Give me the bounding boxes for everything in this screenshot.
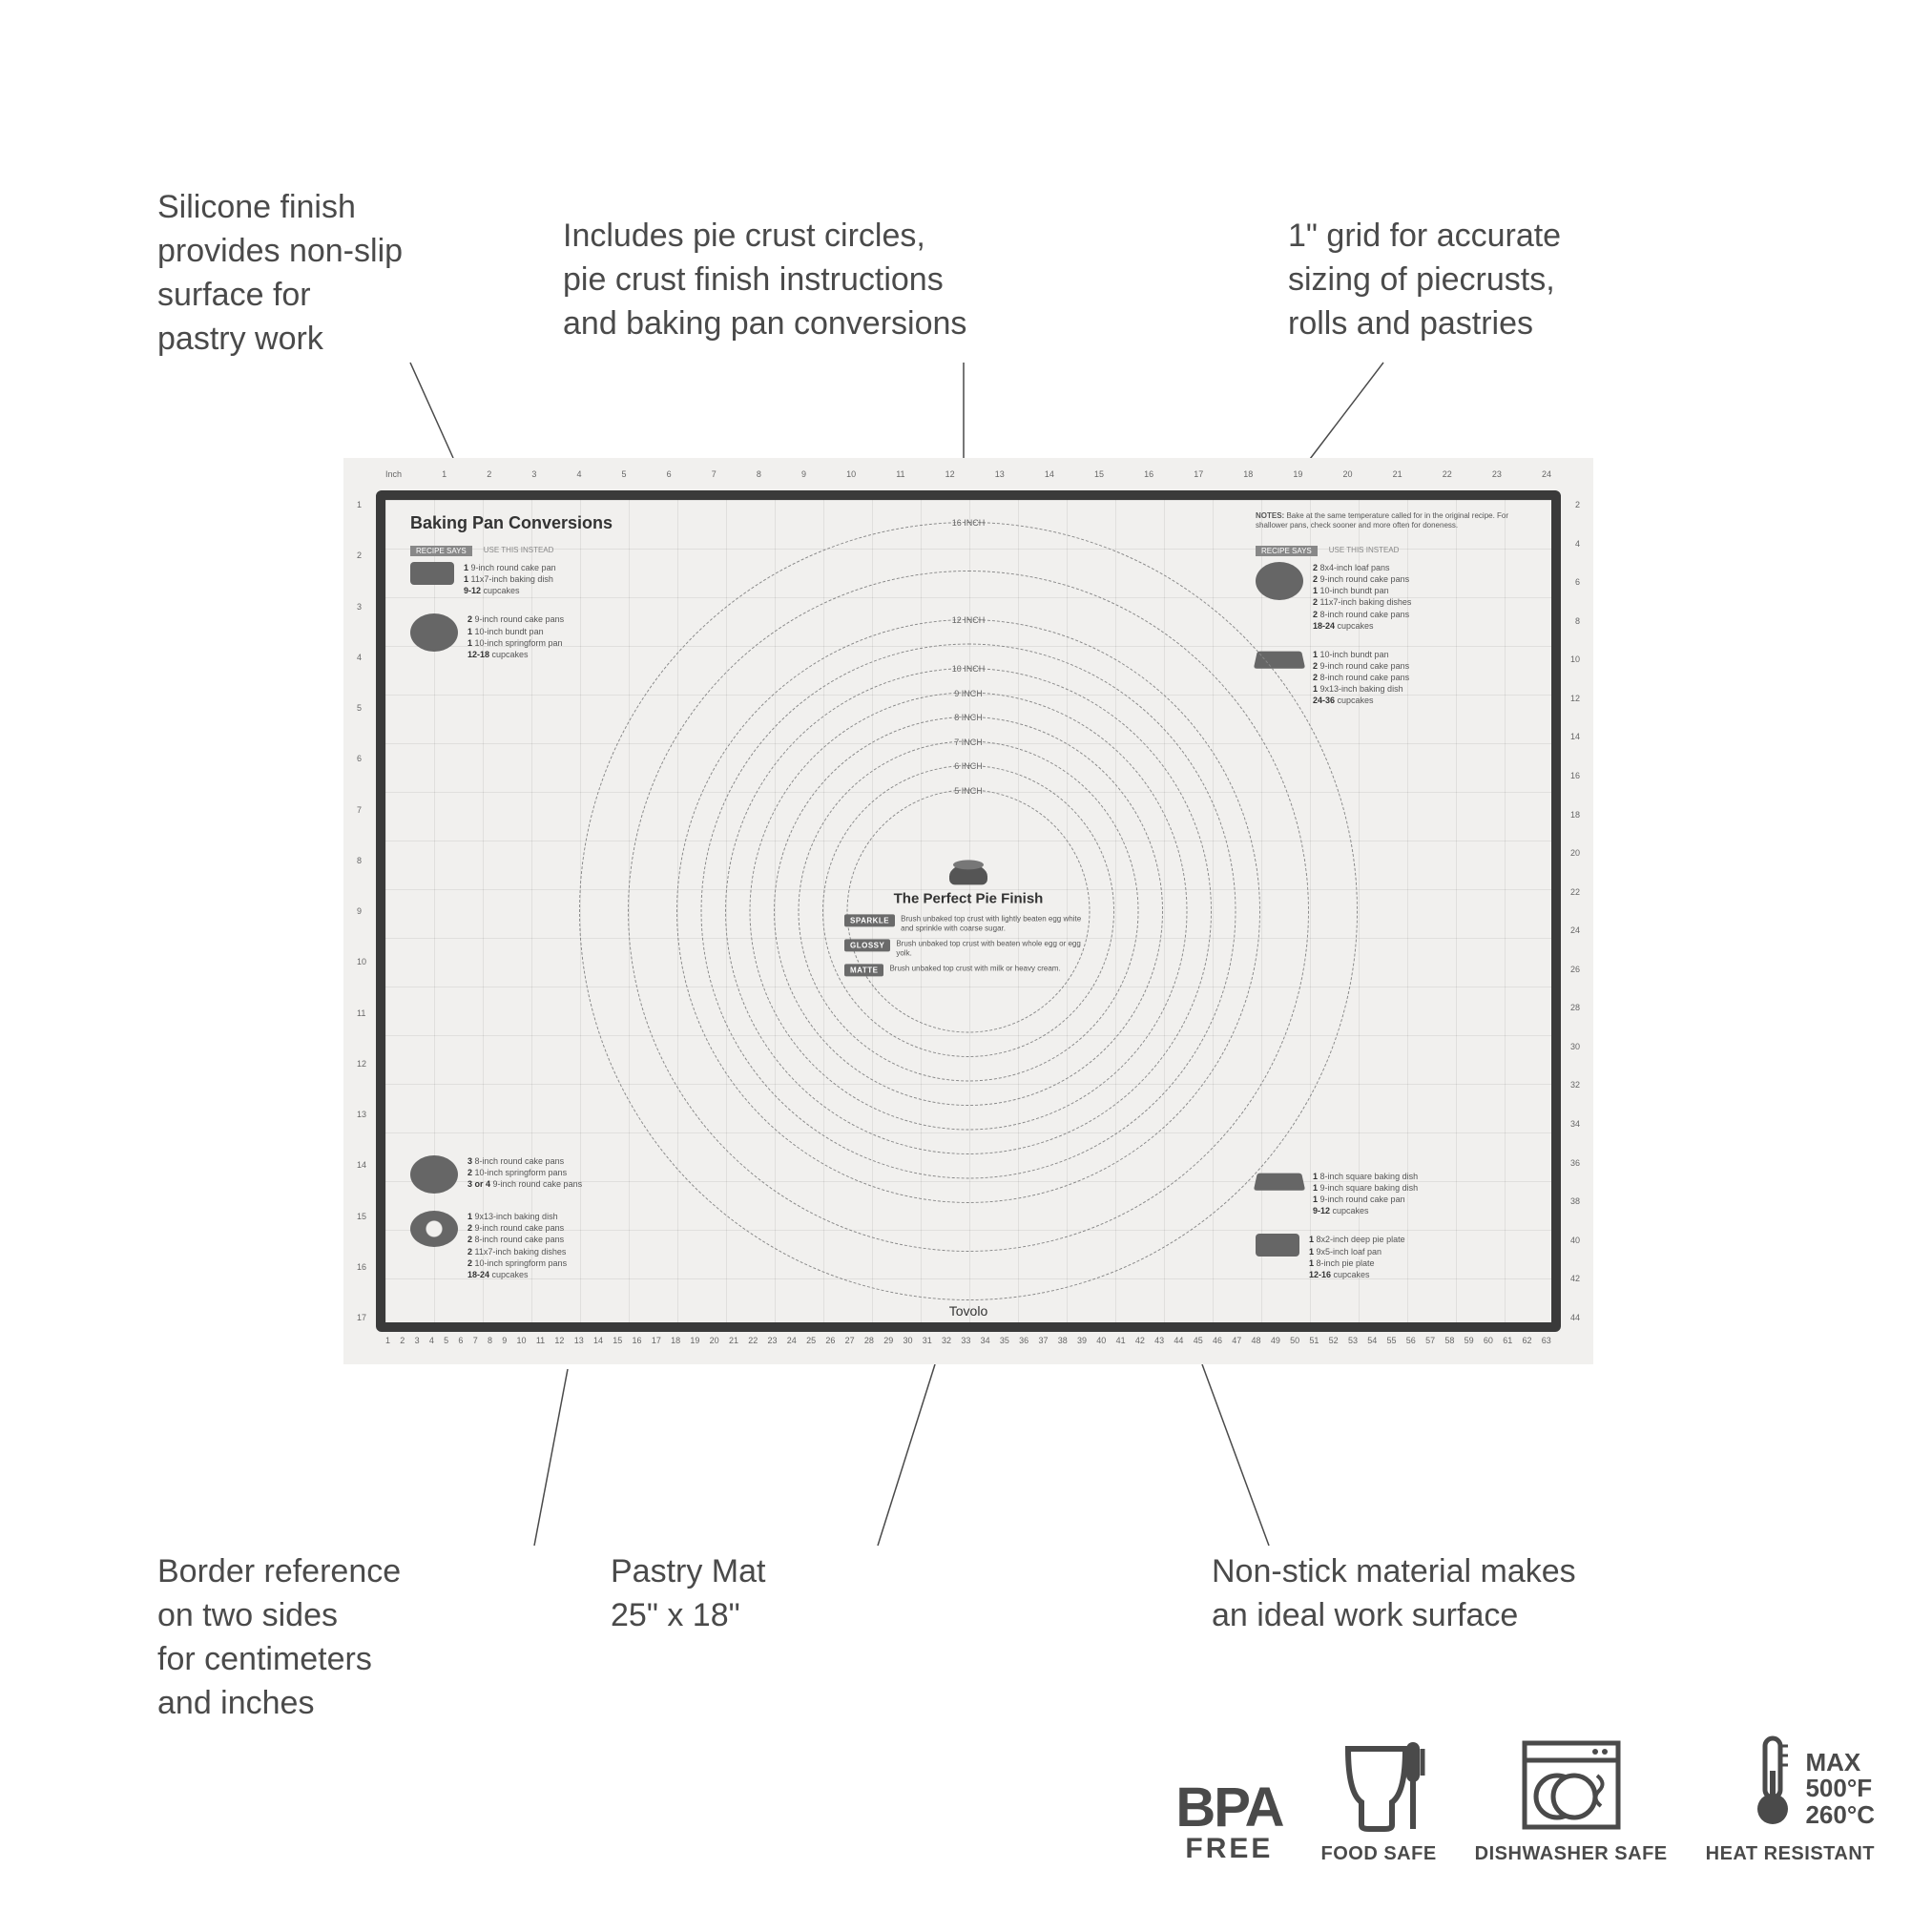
badge-heat: MAX 500°F 260°C HEAT RESISTANT bbox=[1706, 1733, 1875, 1865]
badge-food-safe: FOOD SAFE bbox=[1320, 1737, 1436, 1865]
badge-bpa: BPA FREE bbox=[1175, 1783, 1282, 1865]
callout-border: Border reference on two sides for centim… bbox=[157, 1550, 401, 1726]
conv-block-tr: RECIPE SAYSUSE THIS INSTEAD 2 8x4-inch l… bbox=[1256, 546, 1532, 724]
callout-grid: 1" grid for accurate sizing of piecrusts… bbox=[1288, 215, 1561, 346]
conv-block-bl: 3 8-inch round cake pans2 10-inch spring… bbox=[410, 1155, 696, 1298]
ruler-right-cm: 2468101214161820222426283032343638404244 bbox=[1563, 500, 1580, 1322]
ruler-left-inches: 1234567891011121314151617 bbox=[357, 500, 374, 1322]
heat-values: MAX 500°F 260°C bbox=[1805, 1750, 1875, 1828]
brand-logo: Tovolo bbox=[949, 1303, 987, 1319]
badge-row: BPA FREE FOOD SAFE DISHWASHER SAFE bbox=[1175, 1733, 1875, 1865]
pie-finish-title: The Perfect Pie Finish bbox=[844, 890, 1092, 906]
callout-silicone: Silicone finish provides non-slip surfac… bbox=[157, 186, 403, 362]
conversions-title: Baking Pan Conversions bbox=[410, 513, 613, 533]
dishwasher-icon bbox=[1519, 1737, 1624, 1833]
pie-icon bbox=[949, 863, 987, 884]
thermometer-icon bbox=[1752, 1733, 1794, 1828]
ruler-bottom-cm: 1234567891011121314151617181920212223242… bbox=[385, 1336, 1551, 1353]
conv-block-tl: RECIPE SAYSUSE THIS INSTEAD 1 9-inch rou… bbox=[410, 546, 696, 677]
mat-notes: NOTES: NOTES: Bake at the same temperatu… bbox=[1256, 511, 1532, 531]
badge-dishwasher: DISHWASHER SAFE bbox=[1475, 1737, 1668, 1865]
pie-finish-box: The Perfect Pie Finish SPARKLEBrush unba… bbox=[844, 863, 1092, 982]
callout-nonstick: Non-stick material makes an ideal work s… bbox=[1212, 1550, 1576, 1638]
callout-includes: Includes pie crust circles, pie crust fi… bbox=[563, 215, 966, 346]
pastry-mat: Inch123456789101112131415161718192021222… bbox=[343, 458, 1593, 1364]
food-safe-icon bbox=[1331, 1737, 1426, 1833]
conv-block-br: 1 8-inch square baking dish1 9-inch squa… bbox=[1256, 1171, 1532, 1298]
ruler-top-inches: Inch123456789101112131415161718192021222… bbox=[385, 469, 1551, 487]
callout-size: Pastry Mat 25" x 18" bbox=[611, 1550, 765, 1638]
